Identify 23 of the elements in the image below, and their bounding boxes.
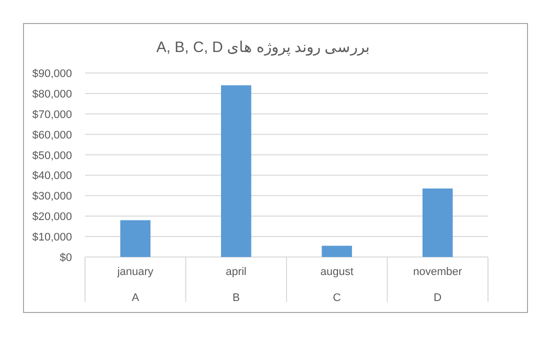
- y-tick-label: $80,000: [32, 88, 72, 100]
- y-tick-label: $60,000: [32, 129, 72, 142]
- text: C: [332, 292, 341, 304]
- y-tick-label: $70,000: [32, 108, 72, 121]
- bar: [322, 246, 352, 257]
- y-tick-label: $50,000: [32, 150, 72, 162]
- x-tick-label: april: [226, 266, 247, 278]
- y-tick-label: $10,000: [32, 232, 72, 244]
- x-tick-label: january: [116, 266, 154, 278]
- y-tick-label: $0: [60, 252, 72, 264]
- bar: [422, 188, 453, 257]
- bar: [221, 85, 252, 257]
- text: B: [232, 292, 240, 304]
- x-tick-label: november: [413, 266, 462, 278]
- chart-title: بررسی روند پروژه های A, B, C, D: [156, 39, 370, 56]
- bar: [120, 220, 150, 257]
- x-tick-label: august: [320, 266, 354, 278]
- text: A: [132, 292, 140, 304]
- y-tick-label: $20,000: [32, 211, 72, 224]
- y-tick-label: $40,000: [32, 170, 72, 182]
- y-tick-label: $90,000: [32, 68, 72, 80]
- text: D: [434, 292, 442, 304]
- y-tick-label: $30,000: [32, 190, 72, 203]
